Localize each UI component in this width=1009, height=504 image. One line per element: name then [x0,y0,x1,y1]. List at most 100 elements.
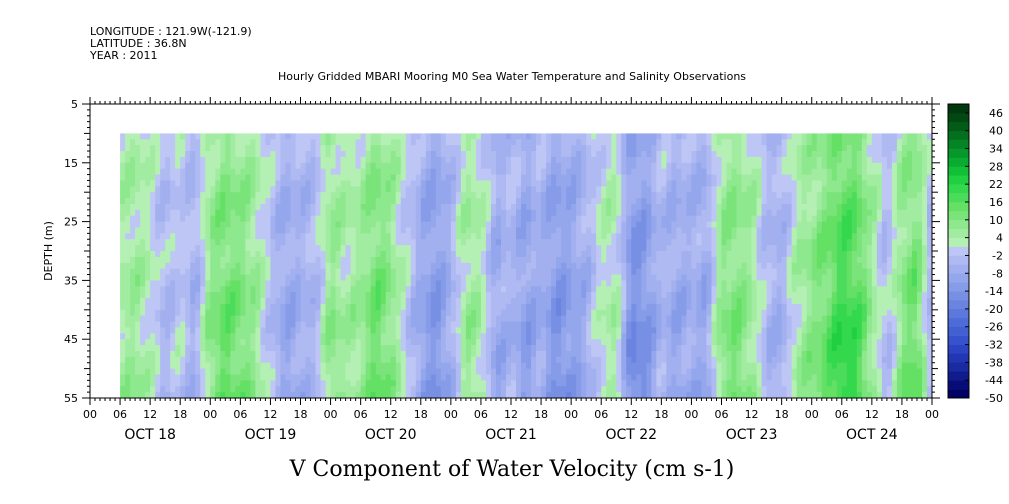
heatmap-cell [220,227,226,234]
heatmap-cell [661,174,667,181]
heatmap-cell [641,180,647,187]
heatmap-cell [505,245,512,252]
heatmap-cell [611,209,617,217]
heatmap-cell [265,327,271,334]
heatmap-cell [180,156,186,164]
heatmap-cell [576,356,582,364]
heatmap-cell [646,309,652,317]
heatmap-cell [315,298,321,305]
heatmap-cell [485,192,492,199]
heatmap-cell [566,174,572,181]
heatmap-cell [505,368,512,375]
heatmap-cell [245,227,251,234]
heatmap-cell [340,145,347,152]
heatmap-cell [410,168,417,175]
heatmap-cell [536,145,542,152]
heatmap-cell [150,345,156,352]
heatmap-cell [245,374,251,381]
heatmap-cell [671,133,677,140]
heatmap-cell [225,239,231,246]
heatmap-cell [155,198,161,205]
heatmap-cell [626,227,632,234]
heatmap-cell [160,286,166,293]
heatmap-cell [415,286,422,293]
heatmap-cell [611,256,617,264]
heatmap-cell [390,350,397,358]
heatmap-cell [245,339,251,346]
heatmap-cell [130,339,136,346]
heatmap-cell [511,350,517,358]
heatmap-cell [541,280,547,287]
heatmap-cell [340,315,347,322]
heatmap-cell [370,251,377,258]
heatmap-cell [641,345,647,352]
heatmap-cell [601,227,607,234]
heatmap-cell [150,292,156,299]
heatmap-cell [310,245,316,252]
heatmap-cell [195,392,201,399]
heatmap-cell [225,327,231,334]
heatmap-cell [420,333,427,340]
heatmap-cell [265,262,271,270]
heatmap-cell [656,203,662,211]
heatmap-cell [505,339,512,346]
heatmap-cell [210,268,216,275]
heatmap-cell [190,245,196,252]
heatmap-cell [561,298,567,305]
heatmap-cell [405,227,412,234]
heatmap-cell [571,209,577,217]
heatmap-cell [130,256,136,264]
heatmap-cell [541,151,547,158]
heatmap-cell [370,345,377,352]
heatmap-cell [240,380,246,387]
heatmap-cell [315,339,321,346]
heatmap-cell [315,145,321,152]
heatmap-cell [611,168,617,175]
heatmap-cell [405,203,412,211]
heatmap-cell [315,309,321,317]
heatmap-cell [531,262,537,270]
heatmap-cell [516,198,522,205]
heatmap-cell [260,221,266,228]
heatmap-cell [275,339,281,346]
heatmap-cell [135,380,141,387]
heatmap-cell [285,203,291,211]
heatmap-cell [220,333,226,340]
heatmap-cell [460,192,467,199]
heatmap-cell [616,203,622,211]
heatmap-cell [551,380,557,387]
heatmap-cell [345,186,352,193]
heatmap-cell [170,298,176,305]
heatmap-cell [551,233,557,240]
heatmap-cell [380,139,387,146]
heatmap-cell [646,303,652,311]
heatmap-cell [576,386,582,393]
heatmap-cell [480,198,487,205]
heatmap-cell [425,339,432,346]
heatmap-cell [135,174,141,181]
heatmap-cell [385,280,392,287]
heatmap-cell [270,298,276,305]
heatmap-cell [581,321,587,328]
heatmap-cell [490,180,497,187]
heatmap-cell [460,327,467,334]
heatmap-cell [541,256,547,264]
heatmap-cell [475,262,482,270]
heatmap-cell [485,280,492,287]
heatmap-cell [531,386,537,393]
heatmap-cell [305,374,311,381]
heatmap-cell [636,374,642,381]
heatmap-cell [230,209,236,217]
heatmap-cell [200,239,206,246]
heatmap-cell [445,298,452,305]
heatmap-cell [385,209,392,217]
heatmap-cell [335,139,341,146]
heatmap-cell [571,345,577,352]
heatmap-cell [215,245,221,252]
heatmap-cell [285,315,291,322]
heatmap-cell [165,262,171,270]
heatmap-cell [430,345,437,352]
heatmap-cell [480,392,487,399]
heatmap-cell [210,133,216,140]
heatmap-cell [130,268,136,275]
